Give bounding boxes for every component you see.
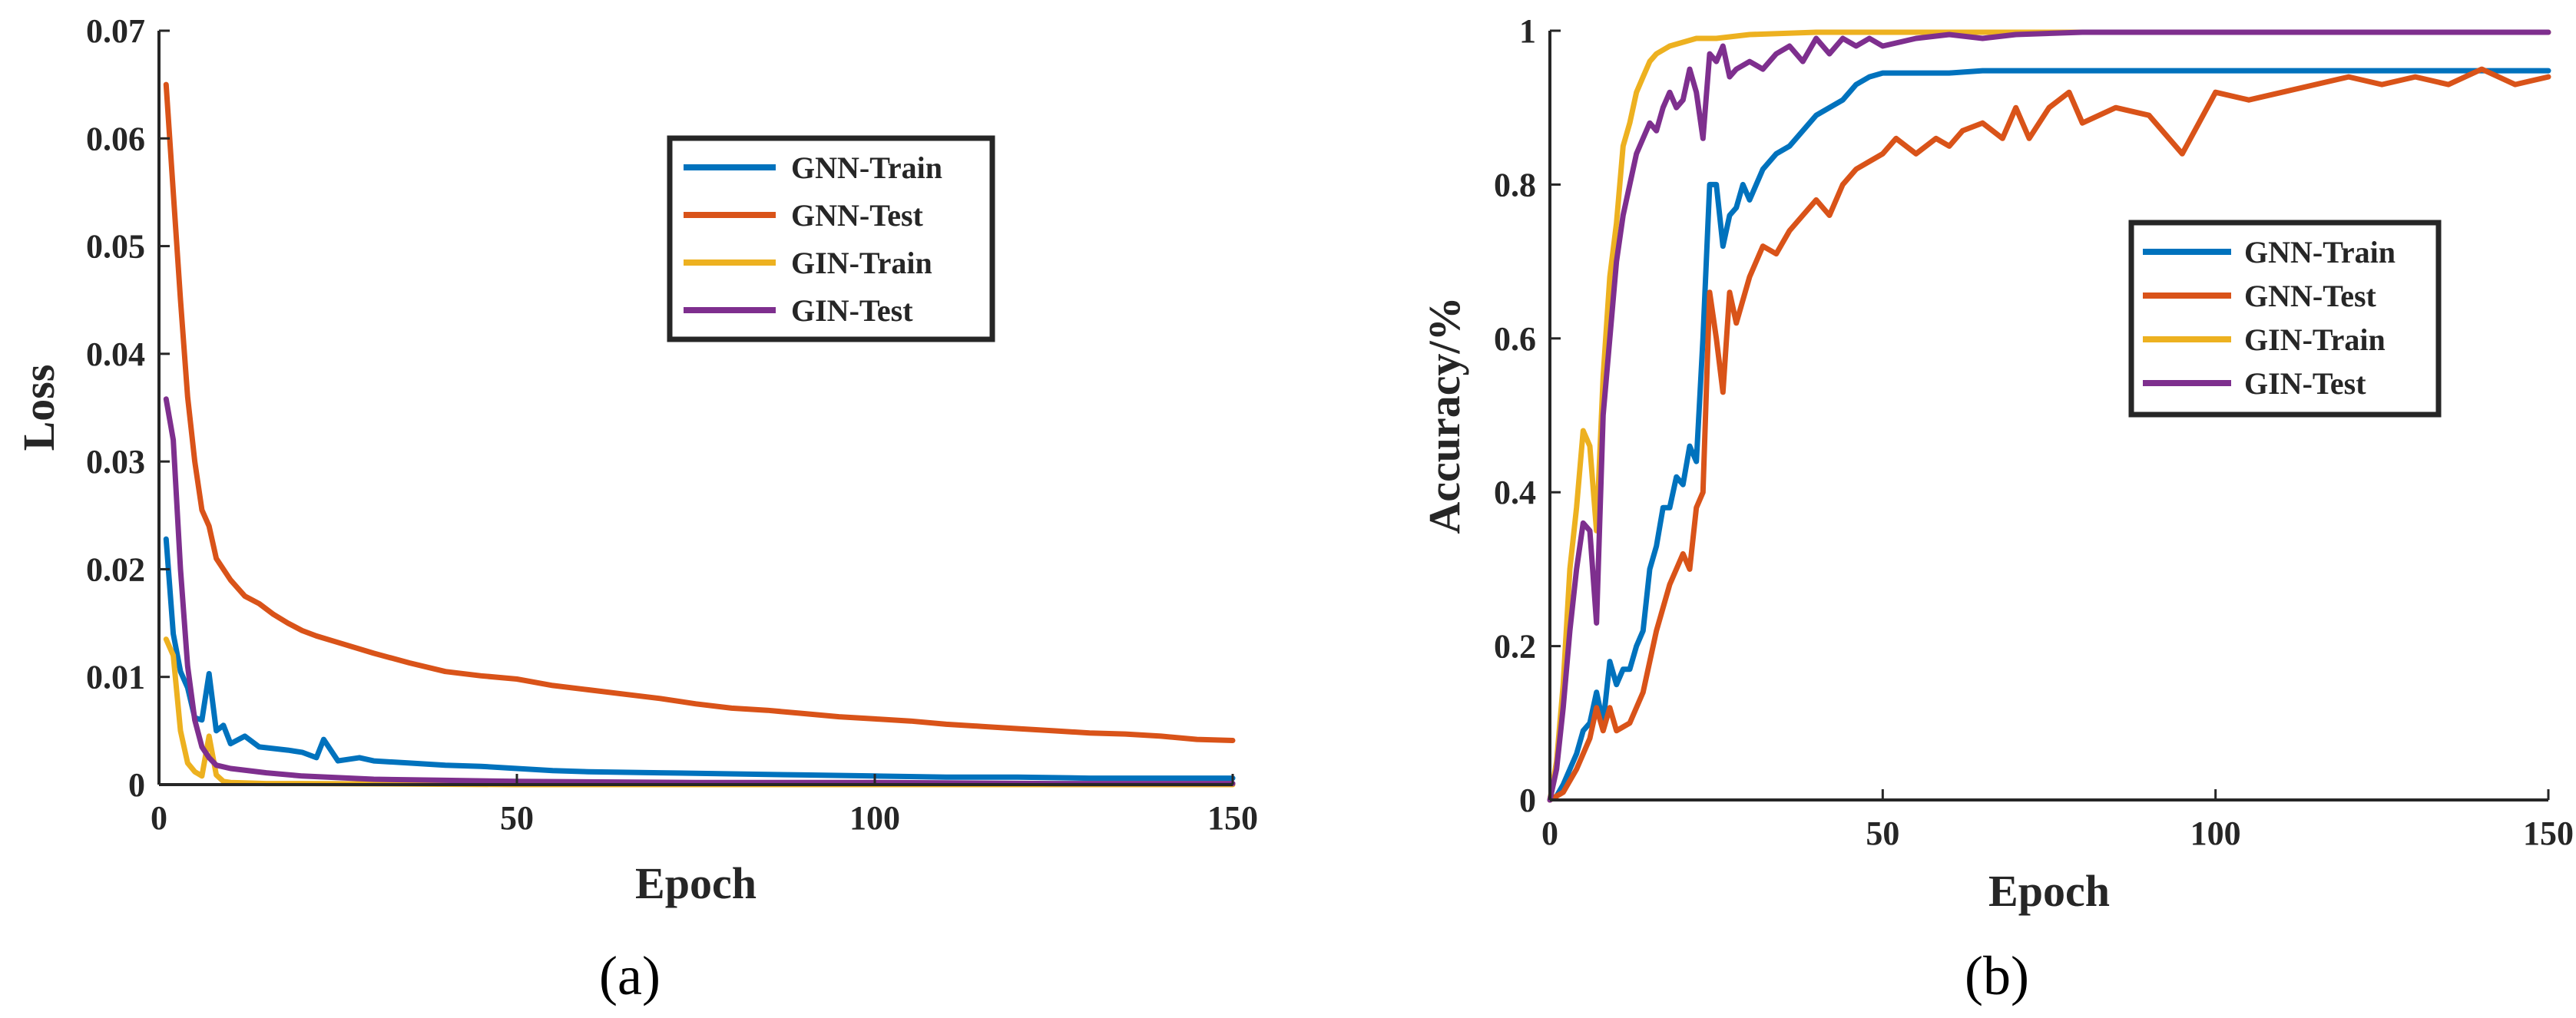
accuracy-chart-series	[1547, 29, 2551, 803]
accuracy-chart-y-tick-label: 0.4	[1494, 474, 1536, 511]
accuracy-chart-x-label: Epoch	[1988, 866, 2110, 916]
accuracy-chart-legend-label-gin-test: GIN-Test	[2244, 366, 2366, 401]
accuracy-chart: 0 0.2 0.4 0.6 0.8 1 0 50 100 150 Epoch Accuracy/…	[1419, 12, 2574, 1006]
loss-chart-y-tick-label: 0.04	[86, 335, 145, 373]
accuracy-chart-y-tick-label: 0	[1519, 782, 1536, 819]
loss-chart-x-tick-label: 100	[849, 799, 900, 837]
loss-chart-x-tick-label: 150	[1207, 799, 1258, 837]
loss-chart-panel-label: (a)	[599, 945, 661, 1006]
loss-chart: 00.010.020.030.040.050.060.07 0 50 100 150 …	[14, 12, 1258, 1006]
accuracy-chart-y-tick-label: 0.2	[1494, 628, 1536, 666]
loss-chart-x-tick-label: 0	[151, 799, 167, 837]
loss-chart-x-tick-label: 50	[500, 799, 534, 837]
accuracy-chart-y-tick-label: 0.8	[1494, 166, 1536, 203]
accuracy-chart-series-gnn-test	[1547, 66, 2551, 803]
loss-chart-y-tick-label: 0.06	[86, 120, 145, 157]
accuracy-chart-series-gin-test	[1547, 29, 2551, 803]
accuracy-chart-x-tick-label: 50	[1866, 815, 1899, 852]
accuracy-chart-y-tick-label: 0.6	[1494, 320, 1536, 358]
loss-chart-y-tick-label: 0.05	[86, 228, 145, 266]
loss-chart-x-ticks: 0 50 100 150	[151, 774, 1258, 837]
loss-chart-legend: GNN-Train GNN-Test GIN-Train GIN-Test	[667, 135, 995, 342]
loss-chart-legend-label-gnn-test: GNN-Test	[791, 198, 924, 233]
accuracy-chart-legend-label-gnn-test: GNN-Test	[2244, 279, 2377, 313]
loss-chart-series-gin-test	[163, 396, 1236, 787]
loss-chart-series	[163, 81, 1236, 788]
loss-chart-y-tick-label: 0.03	[86, 443, 145, 481]
loss-chart-y-tick-label: 0.01	[86, 659, 145, 696]
loss-chart-legend-label-gin-test: GIN-Test	[791, 293, 913, 328]
accuracy-chart-y-tick-label: 1	[1519, 12, 1536, 50]
loss-chart-legend-label-gin-train: GIN-Train	[791, 246, 932, 280]
loss-chart-y-tick-label: 0	[128, 766, 145, 804]
loss-chart-legend-label-gnn-train: GNN-Train	[791, 150, 942, 185]
accuracy-chart-x-tick-label: 0	[1541, 815, 1558, 852]
loss-chart-legend-box	[667, 135, 995, 342]
loss-chart-x-label: Epoch	[635, 858, 757, 908]
loss-chart-y-tick-label: 0.02	[86, 550, 145, 588]
accuracy-chart-x-tick-label: 100	[2190, 815, 2241, 852]
accuracy-chart-y-label: Accuracy/%	[1419, 296, 1469, 534]
loss-chart-y-ticks: 0 0.01 0.02 0.03 0.04 0.05 0.06 0.07	[86, 12, 170, 804]
accuracy-chart-legend-label-gnn-train: GNN-Train	[2244, 235, 2396, 269]
loss-chart-series-gnn-test	[163, 81, 1236, 743]
accuracy-chart-legend-label-gin-train: GIN-Train	[2244, 322, 2386, 357]
accuracy-chart-x-ticks: 0 50 100 150	[1541, 789, 2574, 852]
loss-chart-y-label: Loss	[14, 365, 64, 451]
loss-chart-y-tick-label: 0.07	[86, 12, 145, 50]
loss-chart-series-gnn-train	[163, 536, 1236, 782]
accuracy-chart-x-tick-label: 150	[2523, 815, 2574, 852]
accuracy-chart-legend: GNN-Train GNN-Test GIN-Train GIN-Test	[2128, 220, 2442, 418]
accuracy-chart-panel-label: (b)	[1965, 945, 2029, 1006]
accuracy-chart-y-ticks: 0 0.2 0.4 0.6 0.8 1	[1494, 12, 1561, 819]
accuracy-chart-series-gin-train	[1547, 29, 2551, 803]
